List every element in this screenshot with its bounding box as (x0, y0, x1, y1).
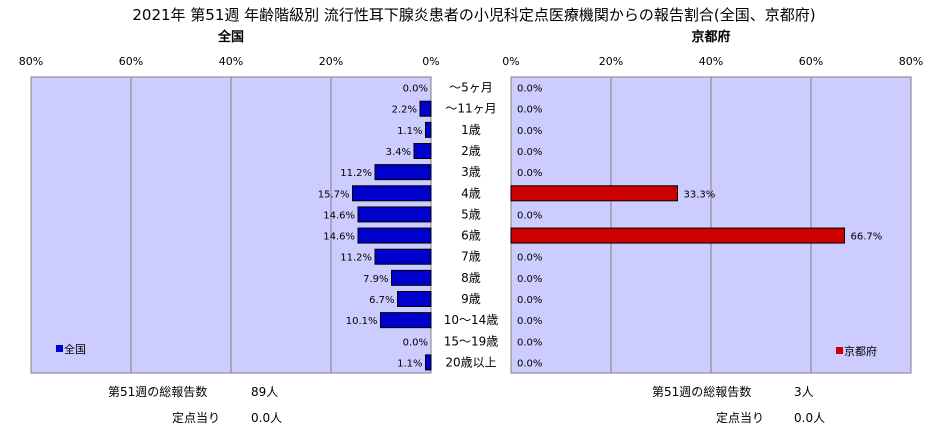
right-per-value: 0.0人 (794, 411, 826, 425)
category-label: 20歳以上 (445, 355, 496, 369)
data-label-kyoto: 0.0% (517, 105, 542, 116)
left-panel-title: 全国 (217, 29, 244, 45)
bar-national (380, 312, 432, 329)
data-label-kyoto: 0.0% (517, 126, 542, 137)
data-label-national: 11.2% (340, 253, 372, 264)
data-label-kyoto: 0.0% (517, 168, 542, 179)
bar-kyoto (510, 185, 678, 202)
left-total-label: 第51週の総報告数 (108, 385, 208, 399)
category-label: 5歳 (461, 207, 481, 221)
left-x-tick: 40% (219, 55, 243, 68)
data-label-national: 0.0% (403, 84, 428, 95)
left-x-tick: 0% (422, 55, 439, 68)
category-label: 8歳 (461, 271, 481, 285)
right-total-label: 第51週の総報告数 (652, 385, 752, 399)
data-label-national: 0.0% (403, 337, 428, 348)
data-label-national: 7.9% (363, 274, 388, 285)
data-label-kyoto: 0.0% (517, 147, 542, 158)
category-label: ～11ヶ月 (445, 102, 496, 116)
right-x-tick: 20% (599, 55, 623, 68)
left-x-tick: 20% (319, 55, 343, 68)
bar-national (425, 354, 432, 371)
left-per-value: 0.0人 (251, 411, 283, 425)
right-x-tick: 40% (699, 55, 723, 68)
data-label-national: 11.2% (340, 168, 372, 179)
chart-title: 2021年 第51週 年齢階級別 流行性耳下腺炎患者の小児科定点医療機関からの報… (132, 6, 815, 24)
bar-national (413, 143, 432, 159)
bar-national (425, 121, 432, 138)
data-label-national: 14.6% (323, 232, 355, 243)
data-label-kyoto: 0.0% (517, 253, 542, 264)
left-x-tick: 80% (19, 55, 43, 68)
right-per-label: 定点当り (716, 411, 765, 425)
category-label: 10～14歳 (444, 313, 499, 327)
data-label-kyoto: 0.0% (517, 337, 542, 348)
bar-national (419, 100, 432, 117)
left-per-label: 定点当り (172, 411, 221, 425)
category-label: ～5ヶ月 (449, 81, 493, 95)
data-label-kyoto: 66.7% (851, 232, 883, 243)
data-label-kyoto: 0.0% (517, 274, 542, 285)
data-label-national: 1.1% (397, 358, 422, 369)
data-label-kyoto: 0.0% (517, 295, 542, 306)
bar-kyoto (510, 227, 845, 244)
category-label: 9歳 (461, 292, 481, 306)
legend-label-national: 全国 (64, 342, 86, 356)
data-label-national: 15.7% (318, 189, 350, 200)
category-label: 3歳 (461, 165, 481, 179)
left-x-tick: 60% (119, 55, 143, 68)
category-label: 7歳 (461, 250, 481, 264)
category-label: 2歳 (461, 144, 481, 158)
data-label-national: 1.1% (397, 126, 422, 137)
right-x-tick: 0% (502, 55, 519, 68)
data-label-kyoto: 0.0% (517, 316, 542, 327)
bar-national (357, 206, 432, 223)
left-total-value: 89人 (251, 385, 279, 399)
data-label-national: 10.1% (346, 316, 378, 327)
bar-national (374, 164, 432, 181)
data-label-national: 3.4% (386, 147, 411, 158)
category-label: 1歳 (461, 123, 481, 137)
data-label-national: 6.7% (369, 295, 394, 306)
category-label: 15～19歳 (444, 334, 499, 348)
legend-label-kyoto: 京都府 (844, 344, 877, 358)
right-x-tick: 60% (799, 55, 823, 68)
right-x-tick: 80% (899, 55, 923, 68)
category-label: 4歳 (461, 186, 481, 200)
right-total-value: 3人 (794, 385, 814, 399)
data-label-kyoto: 0.0% (517, 358, 542, 369)
legend-swatch-national (56, 345, 63, 352)
data-label-national: 14.6% (323, 210, 355, 221)
bar-national (391, 269, 432, 286)
category-label: 6歳 (461, 229, 481, 243)
data-label-kyoto: 33.3% (684, 189, 716, 200)
bar-national (374, 248, 432, 265)
data-label-kyoto: 0.0% (517, 210, 542, 221)
data-label-national: 2.2% (392, 105, 417, 116)
right-panel-title: 京都府 (691, 29, 730, 45)
bar-national (352, 185, 432, 202)
data-label-kyoto: 0.0% (517, 84, 542, 95)
legend-swatch-kyoto (836, 347, 843, 354)
bar-national (397, 291, 432, 307)
bar-national (357, 227, 432, 244)
